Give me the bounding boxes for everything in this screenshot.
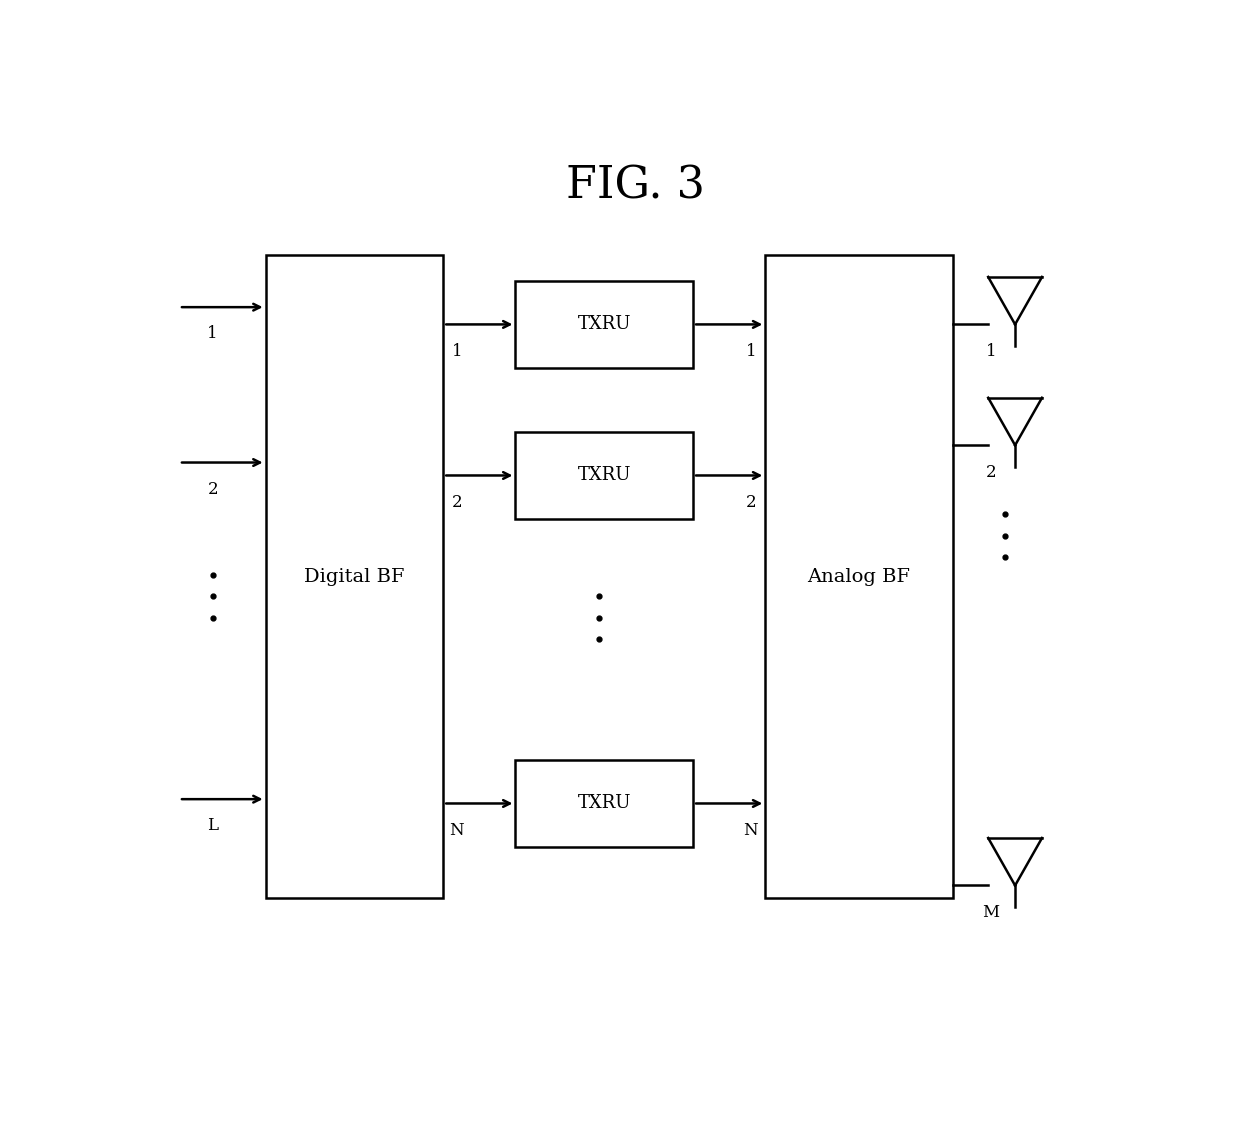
Text: 1: 1 <box>451 343 463 360</box>
Bar <box>516 281 693 368</box>
Text: M: M <box>982 905 999 921</box>
Text: 1: 1 <box>745 343 756 360</box>
Text: N: N <box>449 822 464 839</box>
Text: TXRU: TXRU <box>578 315 631 333</box>
Bar <box>265 256 444 898</box>
Text: 1: 1 <box>986 343 997 361</box>
Text: TXRU: TXRU <box>578 466 631 484</box>
Text: L: L <box>207 817 218 834</box>
Bar <box>516 433 693 519</box>
Bar <box>516 760 693 846</box>
Text: Digital BF: Digital BF <box>304 568 404 586</box>
Text: FIG. 3: FIG. 3 <box>567 165 704 207</box>
Text: 2: 2 <box>451 493 463 510</box>
Text: 1: 1 <box>207 325 218 342</box>
Text: TXRU: TXRU <box>578 795 631 813</box>
Text: 2: 2 <box>207 481 218 498</box>
Text: 2: 2 <box>986 464 997 481</box>
Text: N: N <box>744 822 758 839</box>
Text: 2: 2 <box>745 493 756 510</box>
Bar <box>765 256 952 898</box>
Text: Analog BF: Analog BF <box>807 568 910 586</box>
